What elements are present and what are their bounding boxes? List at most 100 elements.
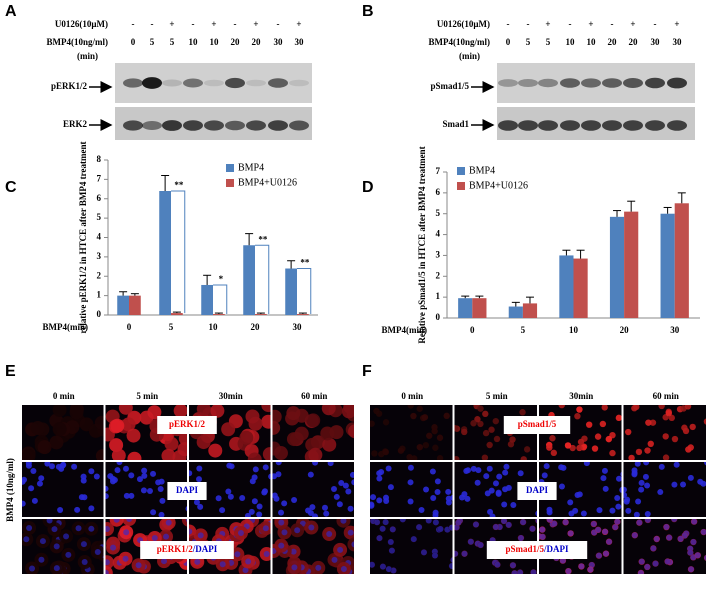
nucleus [455,519,462,526]
y-tick-label: 3 [436,249,441,259]
nucleus [650,545,657,552]
time-label: 30 [673,37,683,47]
bar [201,284,213,315]
nucleus [477,541,484,548]
cell-stain [406,453,413,460]
error-bar [130,293,139,296]
stain-label: pERK1/2 [169,419,206,429]
nucleus [22,478,26,485]
cell-stain [436,455,444,460]
cell-stain [245,409,260,424]
cell-stain [30,421,45,436]
x-tick-label: 30 [293,322,303,332]
nucleus [196,465,203,472]
nucleus [315,564,322,571]
cell-stain [481,454,489,460]
blot-band [623,78,643,88]
blot-band [667,120,687,131]
error-bar [576,249,585,259]
nucleus [88,525,95,532]
blot-band [204,120,224,131]
nucleus [49,463,56,470]
nucleus [146,488,153,495]
nucleus [252,466,259,473]
nucleus [638,486,645,493]
cell-stain [577,438,585,446]
time-label: 30 [295,37,305,47]
nucleus [382,519,389,526]
cell-stain [273,446,288,460]
nucleus [28,485,35,492]
cell-stain [635,448,643,456]
nucleus [558,464,565,471]
unit-label: (min) [77,51,98,61]
nucleus [595,526,602,533]
cell-stain [615,414,622,422]
x-tick-label: 20 [251,322,261,332]
nucleus [248,508,255,515]
nucleus [420,549,427,556]
nucleus [385,465,392,472]
micrograph [189,519,271,574]
nucleus [140,487,147,494]
nucleus [445,499,452,506]
nucleus [644,482,651,489]
blot-band [246,120,266,131]
nucleus [694,552,701,559]
dose-label: BMP4(10ng/ml) [429,37,491,47]
nucleus [331,556,338,563]
nucleus [185,519,187,523]
nucleus [664,558,671,565]
nucleus [123,529,130,536]
nucleus [673,462,680,468]
nucleus [226,462,233,469]
nucleus [330,486,337,493]
nucleus [347,529,354,536]
nucleus [158,478,165,485]
cell-stain [210,405,225,418]
legend-label: BMP4 [469,165,495,176]
nucleus [461,550,468,557]
blot-band [538,78,558,88]
cell-stain [628,454,635,460]
nucleus [251,498,258,505]
error-bar [119,291,128,296]
nucleus [227,493,234,500]
micrograph [272,519,354,574]
nucleus [511,570,518,574]
nucleus [165,519,172,526]
nucleus [249,478,256,485]
stain-label-box [140,541,234,559]
nucleus [602,550,609,557]
cell-stain [109,438,124,453]
nucleus [30,468,37,475]
y-tick-label: 7 [97,173,102,183]
cell-stain [682,427,690,435]
nucleus [327,462,334,467]
micrograph [370,519,453,574]
cell-stain [196,405,211,416]
x-tick-label: 30 [670,325,680,335]
nucleus [193,499,200,506]
cell-stain [645,419,652,426]
blot-band [581,120,601,131]
nucleus [578,563,585,570]
cell-stain [370,420,375,427]
cell-stain [321,405,336,416]
micrograph [623,519,706,574]
micrograph [623,462,706,517]
time-label: 30 [651,37,661,47]
cell-stain [509,436,516,443]
time-label: 20 [608,37,618,47]
nucleus [263,551,270,558]
nucleus [262,525,269,532]
nucleus [642,473,649,480]
nucleus [517,535,524,542]
nucleus [530,569,537,574]
y-tick-label: 4 [97,232,102,242]
nucleus [379,563,386,570]
error-bar [663,206,672,214]
micrograph [22,405,104,460]
nucleus [105,485,109,492]
nucleus [111,477,118,484]
